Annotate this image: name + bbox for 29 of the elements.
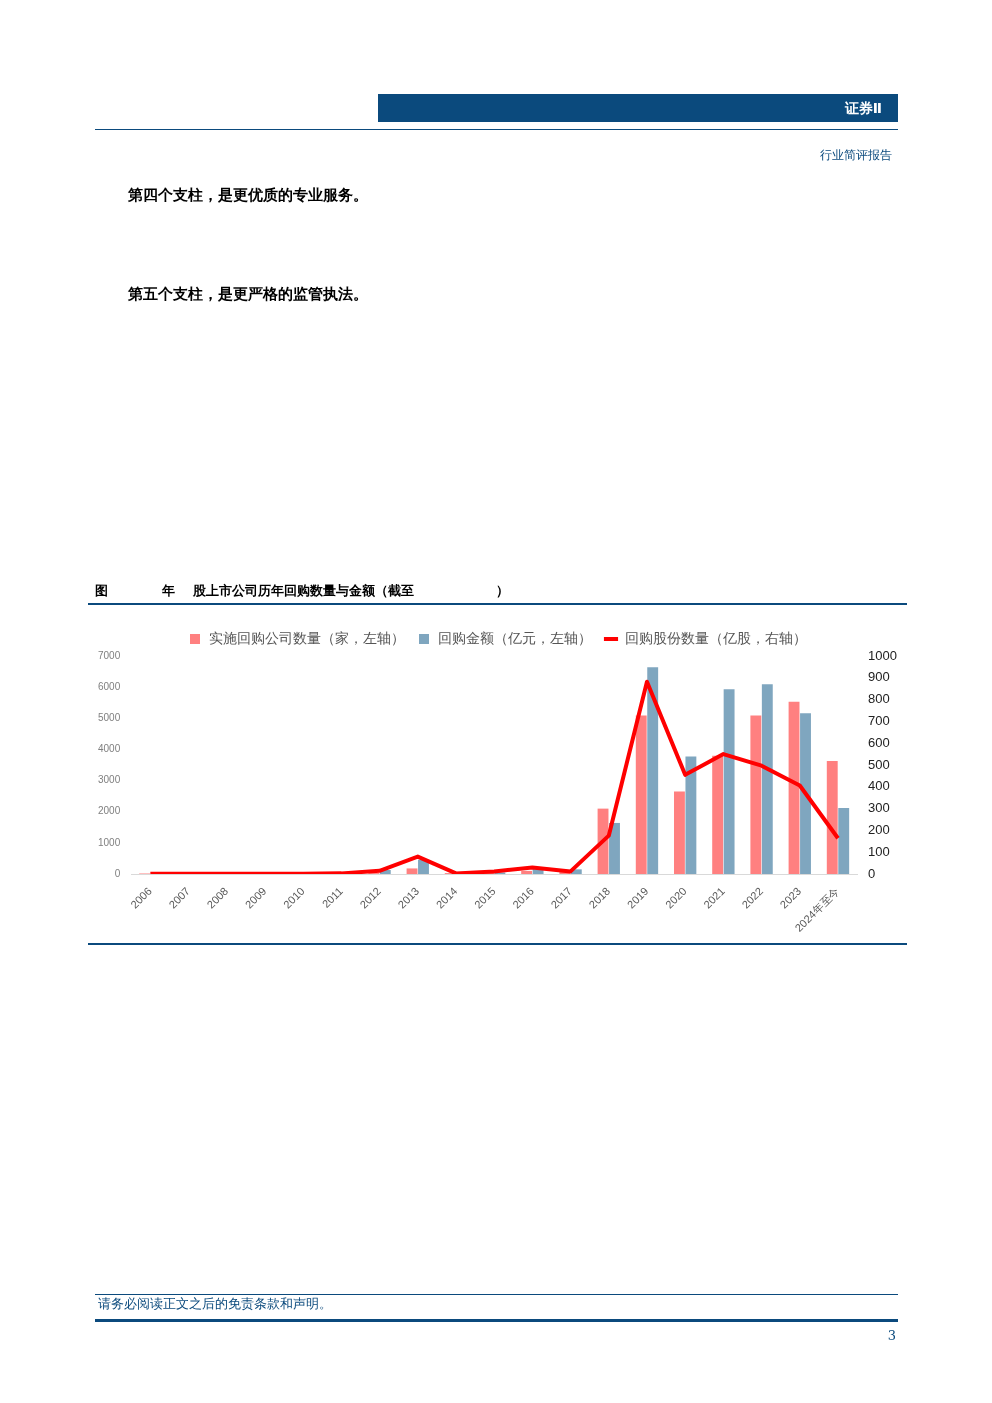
y-tick-label: 5000: [98, 712, 121, 724]
y2-tick-label: 0: [868, 865, 876, 881]
y-tick-label: 2000: [98, 805, 121, 817]
legend-label: 实施回购公司数量（家，左轴）: [209, 629, 405, 646]
y-tick-label: 4000: [98, 743, 121, 755]
text: 3: [887, 1328, 896, 1343]
y2-tick-label: 1000: [868, 647, 897, 663]
y2-tick-label: 400: [868, 778, 890, 794]
legend-label: 回购股份数量（亿股，右轴）: [625, 629, 807, 646]
chart-title: 图 年 股上市公司历年回购数量与金额（截至 ）: [95, 582, 509, 600]
y-tick-label: 0: [114, 867, 121, 879]
legend-label: 回购金额（亿元，左轴）: [438, 629, 592, 646]
y2-tick-label: 800: [868, 691, 890, 707]
y2-tick-label: 900: [868, 669, 890, 685]
text: 第四个支柱，是更优质的专业服务。: [128, 186, 368, 205]
text: 请务必阅读正文之后的免责条款和声明。: [98, 1295, 332, 1313]
y2-tick-label: 100: [868, 843, 890, 859]
y2-tick-label: 200: [868, 822, 890, 837]
text: 证券Ⅱ: [844, 100, 882, 118]
y2-tick-label: 700: [868, 712, 890, 728]
y2-tick-label: 600: [868, 734, 890, 750]
text: 行业简评报告: [820, 147, 892, 164]
y-tick-label: 3000: [98, 774, 121, 786]
y-tick-label: 7000: [98, 649, 121, 661]
y2-tick-label: 300: [868, 800, 890, 816]
y2-tick-label: 500: [868, 756, 890, 772]
y-tick-label: 1000: [98, 836, 121, 848]
y-tick-label: 6000: [98, 680, 121, 692]
text: 第五个支柱，是更严格的监管执法。: [128, 285, 368, 304]
